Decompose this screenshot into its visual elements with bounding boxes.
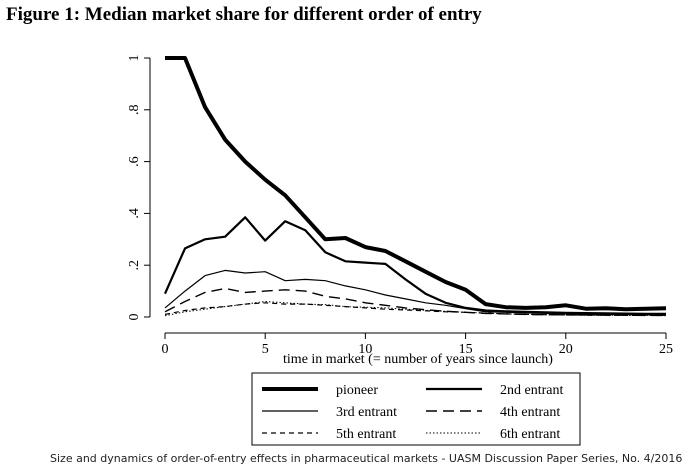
- series-line-4th-entrant: [164, 287, 666, 317]
- legend-label: 6th entrant: [500, 427, 560, 442]
- series-line-2nd-entrant: [163, 216, 666, 315]
- legend-label: 4th entrant: [500, 405, 560, 420]
- x-tick-label: 25: [659, 342, 673, 357]
- y-tick-label: .2: [127, 260, 142, 271]
- chart-series-group: [163, 56, 667, 317]
- legend-label: 3rd entrant: [336, 405, 397, 420]
- x-tick-label: 5: [262, 342, 269, 357]
- legend-label: 2nd entrant: [500, 383, 563, 398]
- legend-label: 5th entrant: [336, 427, 396, 442]
- series-line-6th-entrant: [164, 301, 667, 317]
- y-tick-label: 0: [127, 314, 142, 321]
- legend-box: [251, 372, 581, 446]
- legend-label: pioneer: [336, 383, 378, 398]
- x-tick-label: 15: [459, 342, 473, 357]
- y-tick-label: .8: [127, 105, 142, 116]
- chart-legend: pioneer 2nd entrant 3rd entrant 4th entrant…: [251, 372, 581, 446]
- chart-axes: 0.2.4.6.810 5 10 15 20 25: [127, 55, 673, 358]
- y-tick-label: .4: [127, 208, 142, 219]
- y-tick-label: .6: [127, 156, 142, 167]
- x-tick-label: 20: [559, 342, 573, 357]
- y-tick-label: 1: [127, 55, 142, 62]
- series-line-pioneer: [165, 56, 667, 312]
- figure-title: Figure 1: Median market share for differ…: [6, 4, 482, 25]
- x-tick-label: 0: [162, 342, 169, 357]
- x-axis-label: time in market (= number of years since …: [283, 352, 553, 367]
- x-tick-label: 10: [358, 342, 372, 357]
- series-line-3rd-entrant: [164, 269, 666, 316]
- figure-caption: Size and dynamics of order-of-entry effe…: [50, 452, 683, 465]
